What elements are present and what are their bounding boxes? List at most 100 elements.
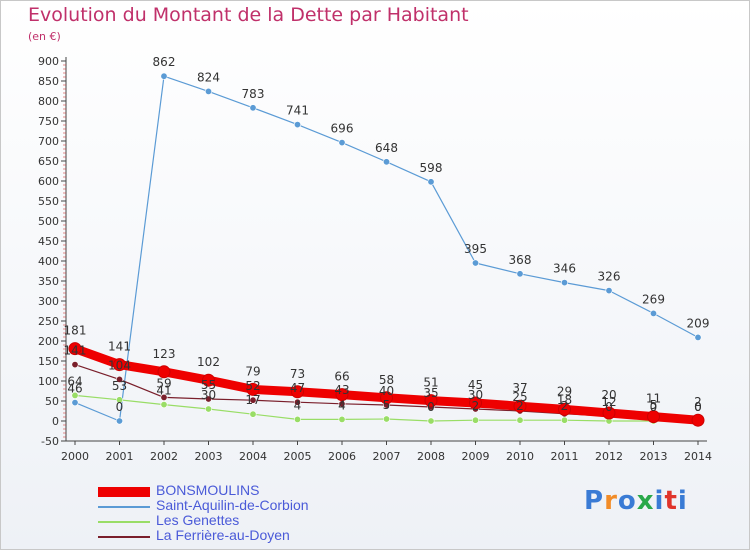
- x-tick-label: 2011: [551, 450, 579, 463]
- data-point: [249, 410, 257, 418]
- y-tick-label: 400: [38, 255, 59, 268]
- data-label: 4: [294, 398, 302, 412]
- data-point: [116, 417, 124, 425]
- x-tick-label: 2007: [373, 450, 401, 463]
- data-label: 0: [605, 400, 613, 414]
- data-label: 2: [694, 395, 702, 409]
- data-label: 0: [650, 400, 658, 414]
- data-point: [560, 416, 568, 424]
- y-tick-label: 250: [38, 315, 59, 328]
- data-label: 104: [108, 358, 131, 372]
- data-label: 20: [601, 388, 616, 402]
- data-label: 862: [153, 55, 176, 69]
- data-label: 368: [509, 253, 532, 267]
- data-point: [516, 416, 524, 424]
- x-tick-label: 2008: [417, 450, 445, 463]
- data-point: [291, 385, 304, 399]
- y-tick-label: 800: [38, 95, 59, 108]
- data-label: 0: [694, 400, 702, 414]
- x-tick-label: 2003: [195, 450, 223, 463]
- data-label: 141: [64, 344, 87, 358]
- chart-unit: (en €): [28, 30, 61, 43]
- data-point: [382, 415, 390, 423]
- logo-letter: i: [654, 486, 665, 516]
- y-tick-label: 900: [38, 55, 59, 68]
- data-point: [558, 402, 571, 416]
- y-tick-label: -50: [41, 435, 59, 448]
- legend-label: BONSMOULINS: [156, 482, 260, 498]
- data-label: 741: [286, 104, 309, 118]
- data-label: 58: [379, 373, 394, 387]
- data-point: [293, 398, 301, 406]
- x-tick-label: 2009: [462, 450, 490, 463]
- legend-swatch: [98, 506, 150, 508]
- data-label: 696: [331, 122, 354, 136]
- data-label: 648: [375, 141, 398, 155]
- data-label: 52: [245, 379, 260, 393]
- logo-letter: x: [636, 486, 655, 516]
- data-label: 141: [108, 340, 131, 354]
- data-label: 45: [468, 378, 483, 392]
- data-point: [649, 309, 657, 317]
- y-tick-label: 150: [38, 355, 59, 368]
- data-label: 5: [650, 398, 658, 412]
- x-tick-label: 2000: [61, 450, 89, 463]
- data-label: 209: [687, 316, 710, 330]
- series-bonsmoulins: [68, 342, 705, 427]
- data-point: [116, 396, 124, 404]
- y-tick-label: 350: [38, 275, 59, 288]
- data-point: [602, 406, 616, 420]
- data-point: [513, 399, 527, 413]
- data-point: [380, 391, 393, 405]
- data-label: 2: [516, 399, 524, 413]
- chart-title: Evolution du Montant de la Dette par Hab…: [28, 4, 469, 26]
- data-point: [605, 287, 613, 295]
- data-label: 0: [427, 400, 435, 414]
- data-label: 46: [67, 382, 82, 396]
- data-point: [471, 416, 479, 424]
- x-tick-label: 2014: [684, 450, 712, 463]
- y-tick-label: 700: [38, 135, 59, 148]
- data-label: 181: [64, 324, 87, 338]
- data-point: [157, 365, 171, 379]
- data-label: 0: [694, 400, 702, 414]
- data-point: [424, 394, 438, 408]
- data-labels-layer: 46 0 862 824 783 741 696 648 598 395 368 346 326 269 2…: [64, 55, 710, 414]
- data-label: 12: [601, 395, 616, 409]
- data-label: 30: [201, 388, 216, 402]
- data-point: [205, 405, 213, 413]
- legend-label: Saint-Aquilin-de-Corbion: [156, 497, 309, 513]
- data-point: [516, 270, 524, 278]
- x-tick-label: 2010: [506, 450, 534, 463]
- y-tick-label: 550: [38, 195, 59, 208]
- data-point: [427, 178, 435, 186]
- data-label: 30: [468, 388, 483, 402]
- data-label: 395: [464, 242, 487, 256]
- data-point: [113, 358, 126, 372]
- data-label: 41: [156, 384, 171, 398]
- data-label: 79: [245, 364, 260, 378]
- logo-letter: P: [584, 486, 605, 516]
- data-label: 37: [512, 381, 527, 395]
- data-label: 43: [334, 383, 349, 397]
- legend-swatch: [98, 536, 150, 538]
- data-label: 40: [379, 384, 394, 398]
- data-point: [71, 361, 79, 369]
- y-tick-label: 100: [38, 375, 59, 388]
- data-point: [471, 259, 479, 267]
- data-label: 598: [420, 161, 443, 175]
- data-label: 824: [197, 70, 220, 84]
- y-tick-label: 600: [38, 175, 59, 188]
- series-saint-aquilin-de-corbion: [71, 72, 702, 425]
- data-point: [427, 417, 435, 425]
- data-label: 64: [67, 374, 82, 388]
- data-point: [205, 87, 213, 95]
- x-tick-label: 2002: [150, 450, 178, 463]
- x-tick-label: 2006: [328, 450, 356, 463]
- data-point: [338, 415, 346, 423]
- data-point: [246, 382, 260, 396]
- data-label: 123: [153, 347, 176, 361]
- data-label: 5: [383, 398, 391, 412]
- data-point: [338, 139, 346, 147]
